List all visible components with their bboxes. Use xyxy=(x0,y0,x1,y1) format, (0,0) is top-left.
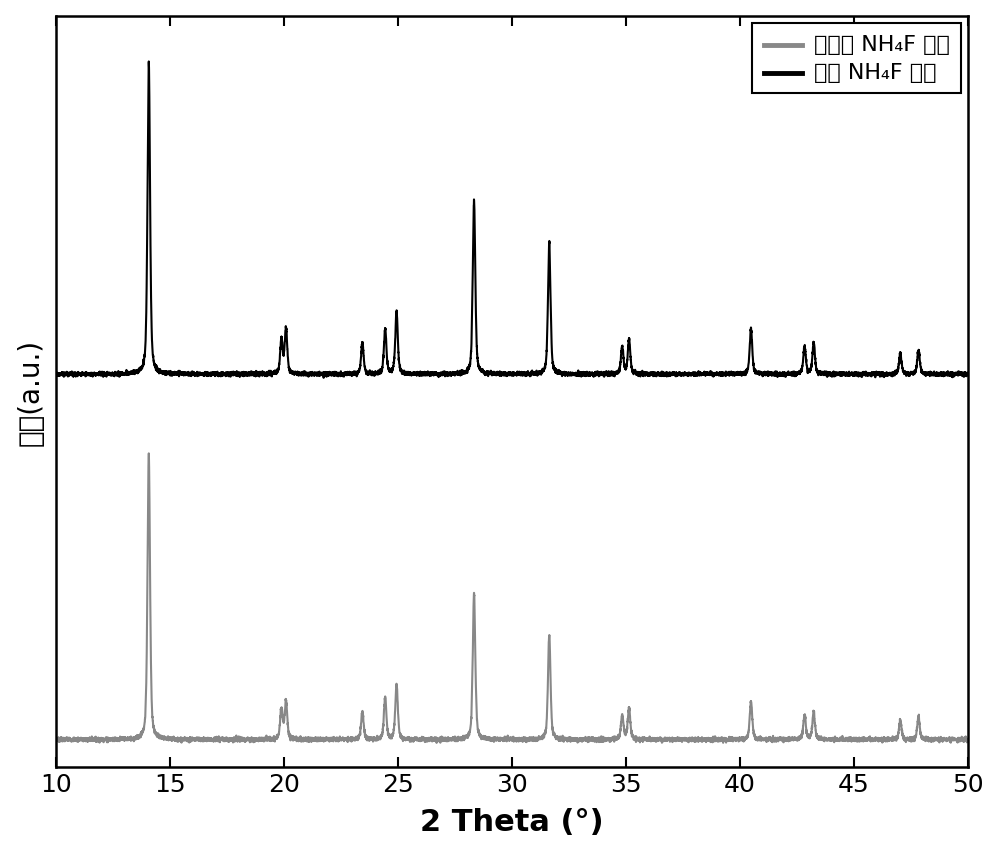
X-axis label: 2 Theta (°): 2 Theta (°) xyxy=(420,808,603,836)
Legend: 未使用 NH₄F 处理, 使用 NH₄F 处理: 未使用 NH₄F 处理, 使用 NH₄F 处理 xyxy=(752,24,961,94)
Y-axis label: 强度(a.u.): 强度(a.u.) xyxy=(17,339,45,445)
